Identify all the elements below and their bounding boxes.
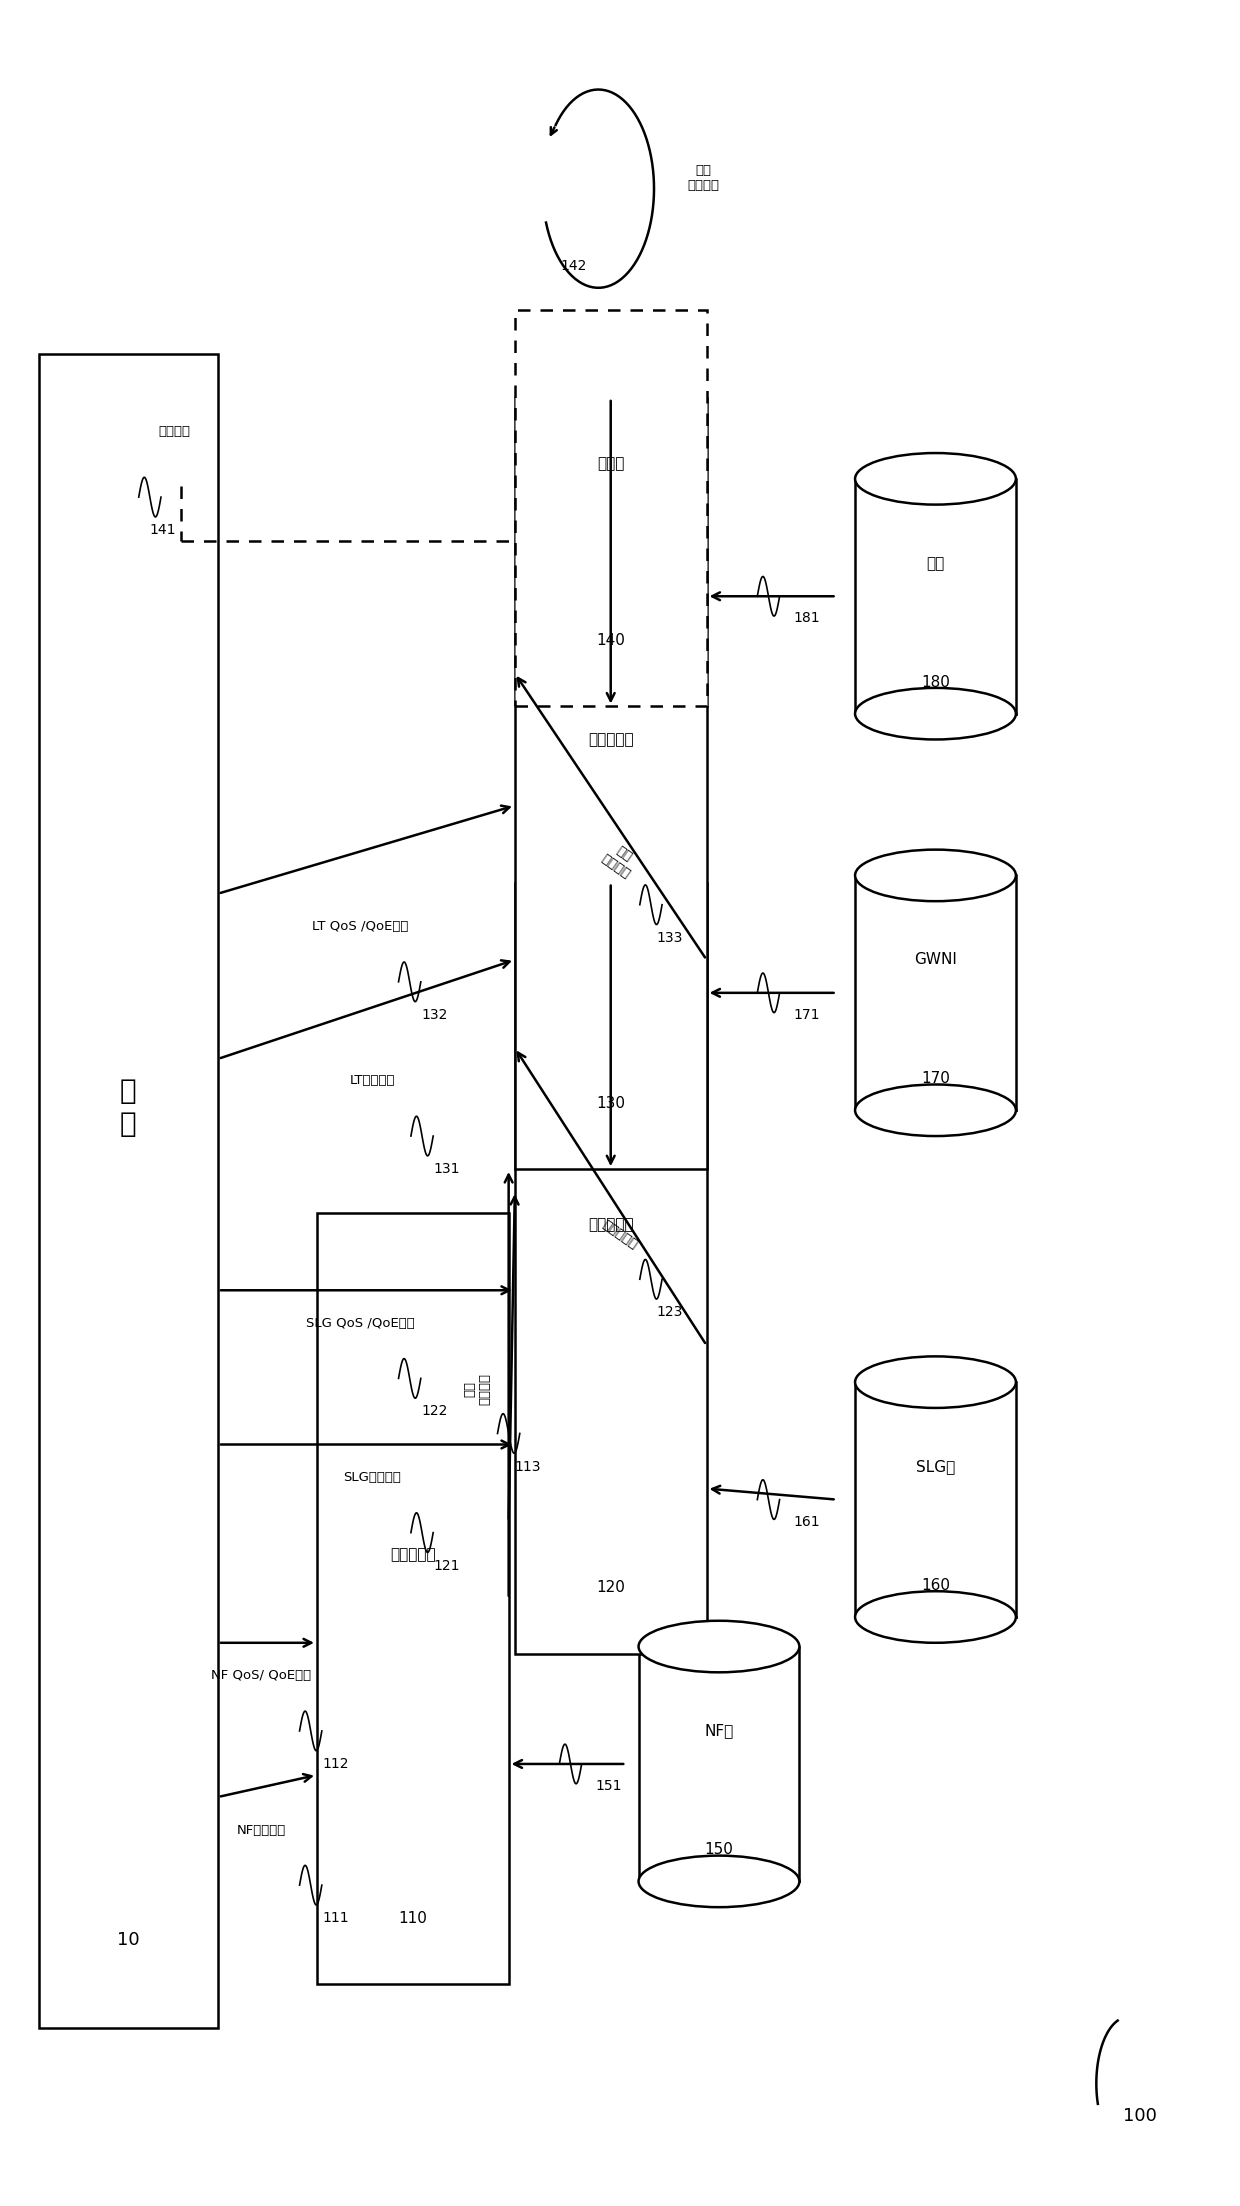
Ellipse shape [856,452,1016,505]
Text: 140: 140 [596,633,625,649]
Text: 142: 142 [560,258,587,274]
Text: LT服务描述: LT服务描述 [350,1074,396,1088]
Ellipse shape [856,1357,1016,1407]
Bar [856,479,1016,715]
Text: 123: 123 [656,1306,683,1319]
Bar [856,876,1016,1110]
Text: 逻辑
拓扑描述: 逻辑 拓扑描述 [599,840,641,880]
Text: 113: 113 [513,1460,541,1474]
Ellipse shape [856,1591,1016,1643]
Text: 虚拟
网络拓扑: 虚拟 网络拓扑 [687,163,719,192]
Text: 100: 100 [1122,2107,1157,2127]
Text: 170: 170 [921,1072,950,1085]
Text: SLG服务描述: SLG服务描述 [343,1471,402,1485]
FancyBboxPatch shape [515,309,707,706]
FancyBboxPatch shape [38,353,218,2027]
Ellipse shape [856,1085,1016,1136]
Text: 优化器: 优化器 [596,457,625,472]
Text: 121: 121 [434,1560,460,1573]
Text: 150: 150 [704,1842,733,1857]
Ellipse shape [639,1621,800,1672]
Text: 客
户: 客 户 [120,1077,136,1138]
Text: 181: 181 [794,611,820,624]
Text: 160: 160 [921,1577,950,1593]
Text: 151: 151 [595,1778,621,1793]
Text: NF QoS/ QoE描述: NF QoS/ QoE描述 [211,1670,311,1683]
Text: 功能标识符: 功能标识符 [389,1546,435,1562]
Text: 171: 171 [794,1008,820,1021]
Bar [856,1383,1016,1617]
Text: 网络
功能描述: 网络 功能描述 [464,1374,492,1405]
Text: 拓扑映射器: 拓扑映射器 [588,732,634,748]
Text: SLG库: SLG库 [916,1458,955,1474]
Text: 112: 112 [322,1756,348,1771]
Text: 133: 133 [656,931,683,944]
FancyBboxPatch shape [317,1213,508,1983]
Text: 141: 141 [149,523,176,538]
Text: 131: 131 [434,1163,460,1176]
FancyBboxPatch shape [515,397,707,1169]
Text: NF服务描述: NF服务描述 [237,1824,286,1838]
Text: SLG QoS /QoE描述: SLG QoS /QoE描述 [306,1317,414,1330]
Text: 120: 120 [596,1579,625,1595]
Text: 122: 122 [422,1405,448,1418]
Text: GWNI: GWNI [914,953,957,966]
Text: 111: 111 [322,1910,348,1926]
Text: 客户约束: 客户约束 [159,424,191,437]
Text: 10: 10 [117,1930,140,1950]
Bar [639,1646,800,1882]
FancyBboxPatch shape [515,882,707,1654]
Text: 网络图描述: 网络图描述 [600,1218,640,1253]
Text: 图形生成器: 图形生成器 [588,1218,634,1231]
Ellipse shape [856,688,1016,739]
Text: 110: 110 [398,1910,428,1926]
Text: 180: 180 [921,675,950,690]
Text: LT QoS /QoE描述: LT QoS /QoE描述 [312,920,408,933]
Text: 130: 130 [596,1096,625,1110]
Text: 132: 132 [422,1008,448,1021]
Text: 161: 161 [794,1516,820,1529]
Ellipse shape [856,849,1016,902]
Ellipse shape [639,1855,800,1908]
Text: 约束: 约束 [926,556,945,571]
Text: NF库: NF库 [704,1723,734,1738]
